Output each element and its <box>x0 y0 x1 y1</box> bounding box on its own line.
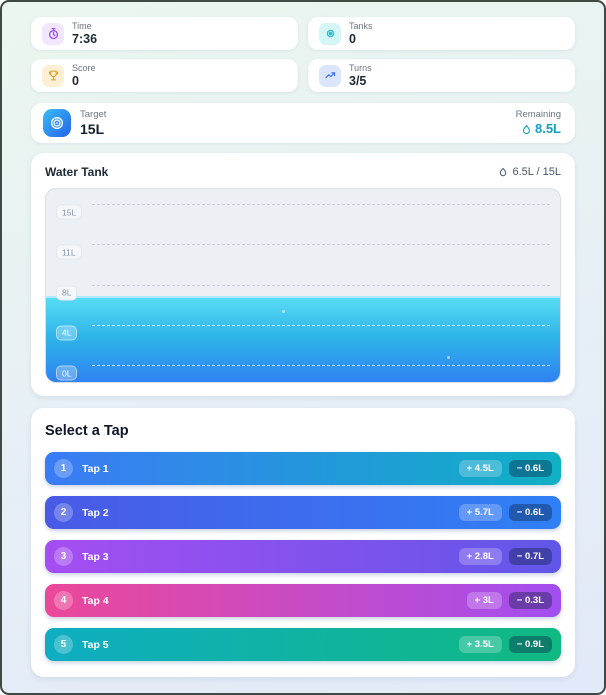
remaining-label: Remaining <box>515 109 561 120</box>
tap-label: Tap 5 <box>82 638 109 651</box>
tank-tick-line <box>92 324 550 326</box>
stat-label: Turns <box>349 63 372 73</box>
tank-tick-line <box>92 284 550 286</box>
stat-label: Time <box>72 21 92 31</box>
stat-value: 0 <box>72 74 79 88</box>
stats-grid: Time 7:36 Tanks 0 Score 0 <box>31 17 575 92</box>
tank-drop-icon <box>319 22 341 45</box>
target-label: Target <box>80 109 107 120</box>
tap-label: Tap 4 <box>82 594 109 607</box>
droplet-icon <box>522 124 531 134</box>
target-bar: Target 15L Remaining 8.5L <box>31 103 575 143</box>
taps-title: Select a Tap <box>45 423 129 439</box>
water-fill <box>46 296 560 382</box>
tap-number-badge: 3 <box>54 547 73 566</box>
trend-up-icon <box>319 64 341 87</box>
tap-label: Tap 3 <box>82 550 109 563</box>
select-tap-panel: Select a Tap 1 Tap 1 + 4.5L − 0.6L 2 Tap… <box>31 408 575 677</box>
stat-value: 7:36 <box>72 32 98 46</box>
tap-subtract-badge: − 0.6L <box>508 460 552 477</box>
tank-tick-label: 0L <box>56 365 78 381</box>
stat-value: 0 <box>349 32 356 46</box>
bubble <box>282 310 286 314</box>
tap-label: Tap 2 <box>82 506 109 519</box>
tap-add-badge: + 3L <box>466 592 502 609</box>
tap-label: Tap 1 <box>82 462 109 475</box>
tap-number-badge: 1 <box>54 459 73 478</box>
droplet-icon <box>500 167 507 177</box>
tap-subtract-badge: − 0.7L <box>508 548 552 565</box>
tap-add-badge: + 2.8L <box>458 548 502 565</box>
tap-button-2[interactable]: 2 Tap 2 + 5.7L − 0.6L <box>45 496 561 529</box>
stat-label: Tanks <box>349 21 373 31</box>
tap-number-badge: 2 <box>54 503 73 522</box>
stat-card-turns: Turns 3/5 <box>308 59 575 92</box>
tank-tick-label: 11L <box>56 244 82 260</box>
tank-tick-line <box>92 365 550 366</box>
bubble <box>446 356 450 360</box>
tap-button-5[interactable]: 5 Tap 5 + 3.5L − 0.9L <box>45 628 561 661</box>
tap-subtract-badge: − 0.6L <box>508 504 552 521</box>
tap-subtract-badge: − 0.3L <box>508 592 552 609</box>
remaining-value: 8.5L <box>534 121 561 136</box>
stat-card-score: Score 0 <box>31 59 298 92</box>
tank-tick-label: 15L <box>56 204 83 220</box>
remaining-block: Remaining 8.5L <box>516 109 561 137</box>
trophy-icon <box>42 64 64 87</box>
stat-card-time: Time 7:36 <box>31 17 298 50</box>
tank-status: 6.5L / 15L <box>512 166 561 178</box>
water-tank-panel: Water Tank 6.5L / 15L 0L 4L 8L 11L 15L <box>31 153 575 396</box>
tap-number-badge: 5 <box>54 635 73 654</box>
tap-number-badge: 4 <box>54 591 73 610</box>
tap-add-badge: + 5.7L <box>458 504 502 521</box>
tank-tick-line <box>92 244 550 246</box>
stat-value: 3/5 <box>349 74 367 88</box>
tap-button-4[interactable]: 4 Tap 4 + 3L − 0.3L <box>45 584 561 617</box>
stat-label: Score <box>72 63 96 73</box>
stat-card-tanks: Tanks 0 <box>308 17 575 50</box>
tap-add-badge: + 3.5L <box>458 636 502 653</box>
tap-add-badge: + 4.5L <box>458 460 502 477</box>
tank-tick-line <box>92 204 550 205</box>
tap-subtract-badge: − 0.9L <box>508 636 552 653</box>
tank-gauge: 0L 4L 8L 11L 15L <box>45 188 561 383</box>
tap-list: 1 Tap 1 + 4.5L − 0.6L 2 Tap 2 + 5.7L − 0… <box>45 452 561 661</box>
target-icon <box>43 109 71 137</box>
tank-tick-label: 8L <box>56 285 78 300</box>
stopwatch-icon <box>42 22 64 45</box>
target-value: 15L <box>80 121 105 137</box>
tap-button-1[interactable]: 1 Tap 1 + 4.5L − 0.6L <box>45 452 561 485</box>
tap-button-3[interactable]: 3 Tap 3 + 2.8L − 0.7L <box>45 540 561 573</box>
tank-title: Water Tank <box>45 165 109 179</box>
tank-tick-label: 4L <box>56 325 78 341</box>
